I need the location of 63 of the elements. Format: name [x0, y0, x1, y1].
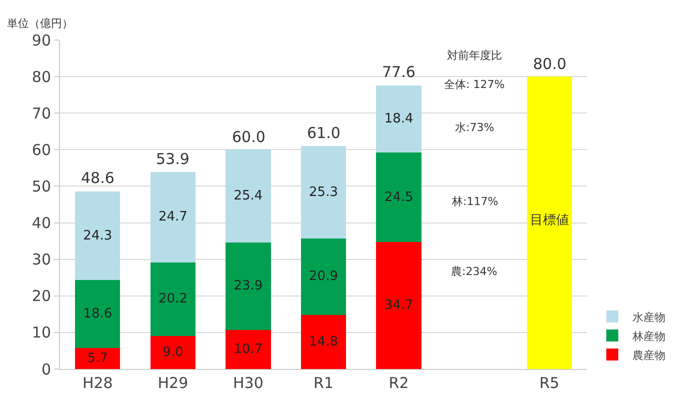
annotation: 全体: 127% [444, 78, 505, 91]
y-tick-label: 0 [41, 360, 51, 378]
total-label: 48.6 [81, 169, 114, 187]
legend-label: 林産物 [631, 330, 666, 343]
legend-label: 水産物 [632, 310, 666, 324]
annotation: 目標値 [530, 213, 569, 228]
y-tick-label: 90 [32, 31, 51, 50]
y-tick-label: 60 [32, 140, 51, 159]
data-label: 14.8 [309, 334, 338, 350]
bar [526, 76, 572, 369]
data-label: 24.3 [83, 228, 112, 244]
y-tick-label: 50 [32, 177, 51, 196]
bar [226, 330, 271, 369]
y-tick-label: 20 [32, 287, 51, 306]
data-label: 34.7 [384, 298, 414, 314]
data-label: 10.7 [234, 342, 263, 357]
data-label: 18.4 [384, 111, 414, 126]
data-label: 25.3 [309, 184, 338, 200]
bar [300, 146, 346, 238]
y-tick-label: 10 [32, 324, 51, 342]
y-tick-label: 40 [32, 214, 51, 232]
total-label: 61.0 [307, 124, 340, 142]
bar [75, 191, 120, 280]
total-label: 53.9 [156, 150, 190, 168]
data-label: 18.6 [83, 306, 112, 322]
bar [376, 242, 422, 369]
y-tick-label: 30 [32, 250, 51, 269]
x-tick-label: R5 [539, 374, 560, 392]
bar [376, 85, 422, 153]
bar [376, 152, 422, 242]
total-label: 80.0 [533, 55, 566, 73]
bar [300, 238, 346, 315]
data-label: 9.0 [162, 345, 184, 360]
y-tick-label: 80 [32, 68, 51, 86]
data-label: 5.7 [87, 351, 108, 366]
bar [150, 336, 196, 369]
data-label: 20.2 [158, 292, 188, 307]
data-label: 24.5 [384, 190, 414, 205]
bar [150, 262, 196, 336]
total-label: 77.6 [382, 63, 416, 81]
total-label: 60.0 [232, 128, 266, 146]
x-tick-label: R1 [314, 374, 334, 392]
annotation: 対前年度比 [447, 49, 502, 62]
bar [300, 314, 346, 369]
annotation: 林:117% [451, 195, 498, 208]
x-tick-label: H29 [158, 374, 188, 392]
data-label: 23.9 [234, 278, 263, 294]
x-tick-label: R2 [388, 374, 409, 392]
bar [75, 280, 120, 348]
bar [75, 348, 120, 369]
data-label: 20.9 [309, 269, 338, 284]
legend-label: 農産物 [632, 348, 666, 362]
annotation: 水:73% [455, 121, 494, 134]
data-label: 24.7 [158, 210, 188, 225]
annotation: 農:234% [451, 265, 498, 278]
data-label: 25.4 [234, 188, 263, 204]
x-tick-label: H30 [233, 374, 264, 392]
bar [226, 150, 271, 243]
y-tick-label: 70 [32, 104, 51, 122]
y-axis-title: 単位（億円） [7, 17, 73, 30]
bar [150, 172, 196, 262]
x-tick-label: H28 [82, 374, 113, 392]
bar [226, 242, 271, 330]
